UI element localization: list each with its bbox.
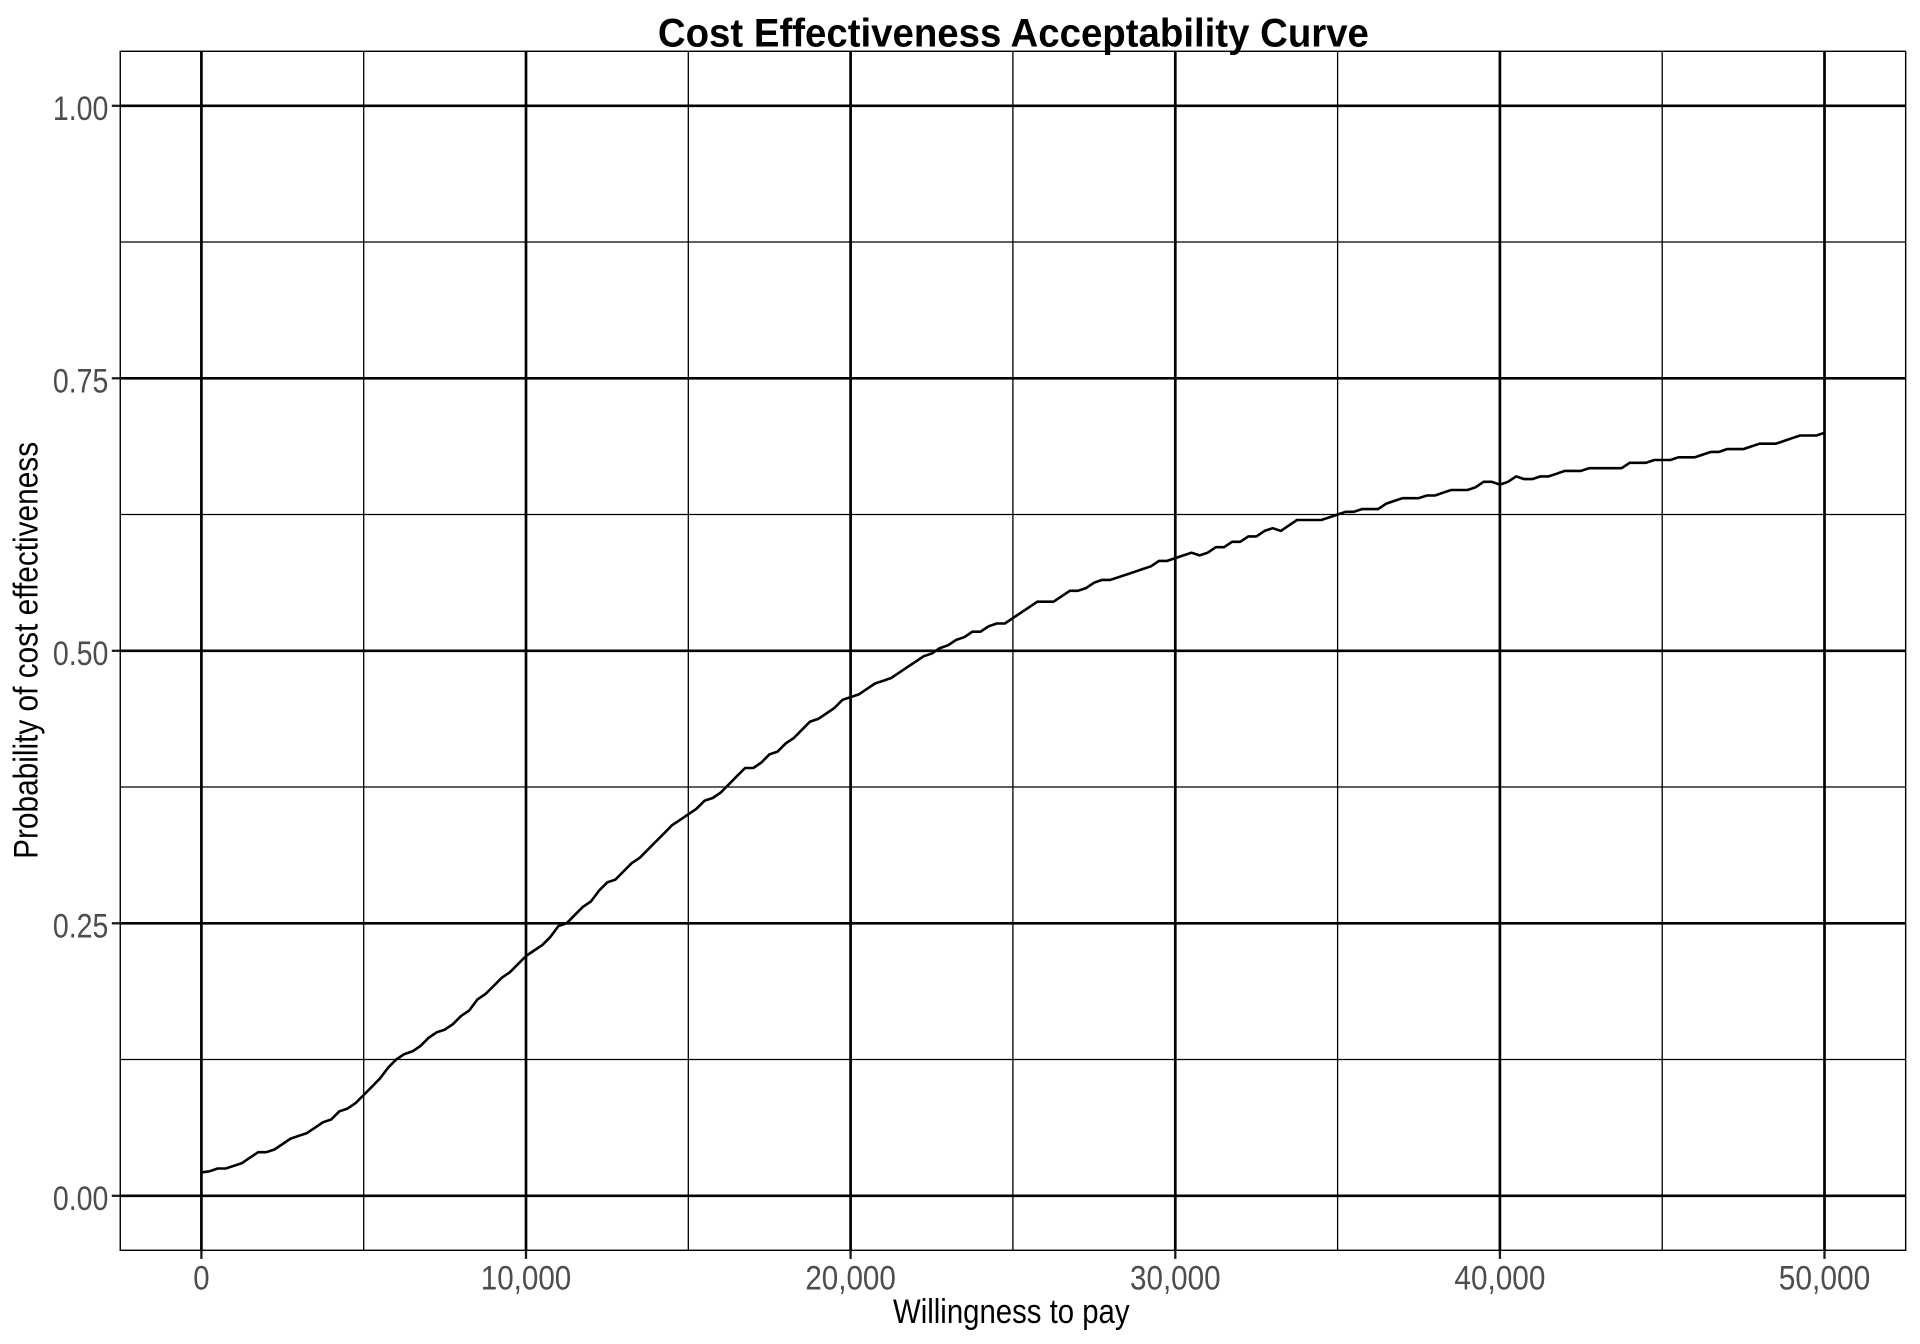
svg-text:0.25: 0.25 [53,908,109,946]
svg-text:1.00: 1.00 [53,90,109,128]
svg-text:Probability of cost effectiven: Probability of cost effectiveness [8,442,46,859]
svg-text:0.75: 0.75 [53,363,109,401]
svg-text:20,000: 20,000 [805,1259,896,1297]
svg-text:10,000: 10,000 [481,1259,572,1297]
svg-text:0.50: 0.50 [53,635,109,673]
svg-text:40,000: 40,000 [1454,1259,1545,1297]
svg-text:Cost Effectiveness Acceptabili: Cost Effectiveness Acceptability Curve [658,11,1369,55]
svg-text:0.00: 0.00 [53,1180,109,1218]
svg-text:Willingness to pay: Willingness to pay [893,1293,1130,1331]
svg-text:50,000: 50,000 [1779,1259,1871,1297]
svg-text:0: 0 [193,1259,209,1297]
svg-text:30,000: 30,000 [1130,1259,1221,1297]
